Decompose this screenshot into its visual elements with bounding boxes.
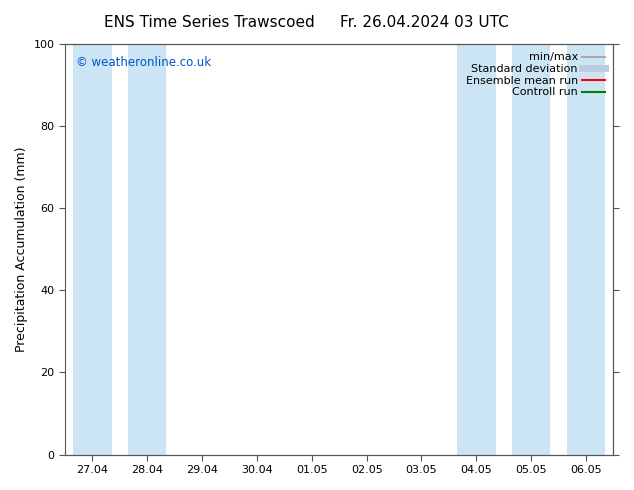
Bar [73,44,112,455]
Text: © weatheronline.co.uk: © weatheronline.co.uk [76,56,211,69]
Text: ENS Time Series Trawscoed: ENS Time Series Trawscoed [104,15,314,30]
Text: Fr. 26.04.2024 03 UTC: Fr. 26.04.2024 03 UTC [340,15,509,30]
Bar [128,44,167,455]
Bar [512,44,550,455]
Bar [457,44,496,455]
Bar [567,44,605,455]
Legend: min/max, Standard deviation, Ensemble mean run, Controll run: min/max, Standard deviation, Ensemble me… [462,49,608,101]
Y-axis label: Precipitation Accumulation (mm): Precipitation Accumulation (mm) [15,147,28,352]
